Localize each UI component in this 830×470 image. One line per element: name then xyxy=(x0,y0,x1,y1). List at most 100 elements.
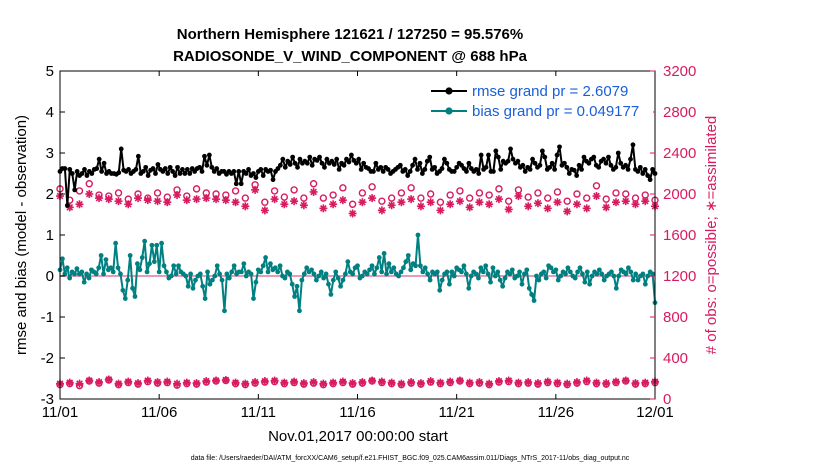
bias-point xyxy=(134,261,140,267)
rmse-point xyxy=(334,156,340,162)
bias-point xyxy=(473,271,479,277)
y-right-tick-label: 1600 xyxy=(663,227,696,244)
bias-point xyxy=(113,240,119,246)
rmse-point xyxy=(591,154,597,160)
bias-point xyxy=(488,279,493,285)
bias-point xyxy=(156,269,162,275)
y-right-tick-label: 0 xyxy=(663,391,671,408)
bias-point xyxy=(396,273,402,279)
obs-assimilated-marker xyxy=(270,195,279,204)
y-left-tick-label: 2 xyxy=(46,186,54,203)
obs-assimilated-marker xyxy=(397,379,406,388)
bias-point xyxy=(555,277,561,283)
rmse-point xyxy=(233,181,239,187)
rmse-point xyxy=(373,160,379,166)
bias-point xyxy=(263,255,268,260)
obs-assimilated-marker xyxy=(436,206,445,215)
obs-possible-marker xyxy=(602,195,610,203)
obs-assimilated-marker xyxy=(114,379,123,388)
bias-point xyxy=(374,265,380,271)
bias-point xyxy=(110,269,116,275)
bias-point xyxy=(219,277,225,283)
x-tick-label: 11/21 xyxy=(438,404,474,421)
obs-assimilated-marker xyxy=(95,378,104,387)
bias-point xyxy=(405,253,411,258)
obs-assimilated-marker xyxy=(358,378,367,387)
bias-point xyxy=(188,271,194,277)
bias-point xyxy=(282,275,288,281)
bias-point xyxy=(500,283,506,289)
obs-assimilated-marker xyxy=(260,206,269,215)
bias-point xyxy=(294,283,300,289)
obs-assimilated-marker xyxy=(621,197,630,206)
bias-point xyxy=(164,269,169,275)
rmse-point xyxy=(493,148,499,154)
obs-possible-marker xyxy=(446,191,454,199)
rmse-point xyxy=(505,158,511,164)
bias-point xyxy=(275,269,281,275)
rmse-point xyxy=(145,173,151,178)
rmse-point xyxy=(361,160,367,166)
obs-possible-marker xyxy=(231,187,240,195)
obs-assimilated-marker xyxy=(182,196,191,205)
bias-point xyxy=(572,275,578,281)
bias-point xyxy=(524,267,530,273)
obs-assimilated-marker xyxy=(329,378,338,387)
bias-point xyxy=(231,263,237,269)
bias-point xyxy=(359,273,365,279)
rmse-point xyxy=(238,181,244,187)
bias-point xyxy=(582,279,588,285)
rmse-point xyxy=(510,156,516,162)
bias-point xyxy=(594,271,600,277)
chart-title: Northern Hemisphere 121621 / 127250 = 95… xyxy=(177,26,523,43)
rmse-point xyxy=(167,164,173,170)
obs-assimilated-marker xyxy=(221,196,230,205)
bias-point xyxy=(93,271,99,277)
bias-point xyxy=(205,269,210,275)
bias-point xyxy=(580,271,585,277)
bias-point xyxy=(144,269,150,275)
rmse-point xyxy=(89,171,95,176)
rmse-point xyxy=(206,152,212,158)
bias-point xyxy=(596,267,602,273)
rmse-point xyxy=(277,162,283,168)
obs-possible-marker xyxy=(544,194,552,202)
y-left-tick-label: -2 xyxy=(41,350,54,367)
y-right-tick-label: 400 xyxy=(663,350,688,367)
obs-assimilated-marker xyxy=(280,200,289,209)
bias-point xyxy=(207,281,213,287)
bias-point xyxy=(514,273,520,279)
bias-point xyxy=(222,308,227,314)
bias-point xyxy=(466,285,472,291)
bias-point xyxy=(139,255,145,260)
legend-rmse-label: rmse grand pr = 2.6079 xyxy=(472,83,628,100)
bias-point xyxy=(575,269,581,275)
bias-point xyxy=(193,277,198,283)
obs-possible-marker xyxy=(592,182,601,190)
x-tick-label: 11/16 xyxy=(339,404,375,421)
bias-point xyxy=(413,263,418,269)
obs-possible-marker xyxy=(319,194,328,202)
rmse-point xyxy=(69,171,75,176)
bias-point xyxy=(98,253,104,258)
obs-possible-marker xyxy=(504,197,513,205)
obs-assimilated-marker xyxy=(563,379,572,388)
obs-assimilated-marker xyxy=(309,187,318,196)
rmse-point xyxy=(153,171,158,176)
obs-possible-marker xyxy=(378,197,386,205)
bias-point xyxy=(601,277,607,283)
rmse-point xyxy=(603,160,609,166)
bias-point xyxy=(151,259,157,265)
obs-assimilated-marker xyxy=(377,377,386,386)
rmse-point xyxy=(527,167,533,172)
obs-assimilated-marker xyxy=(553,378,562,387)
legend-box xyxy=(425,78,653,124)
bias-point xyxy=(330,277,336,283)
rmse-point xyxy=(444,160,450,166)
obs-assimilated-marker xyxy=(348,379,357,388)
obs-assimilated-marker xyxy=(134,379,143,388)
bias-point xyxy=(200,283,206,289)
bias-point xyxy=(529,292,535,297)
bias-point xyxy=(311,271,317,277)
